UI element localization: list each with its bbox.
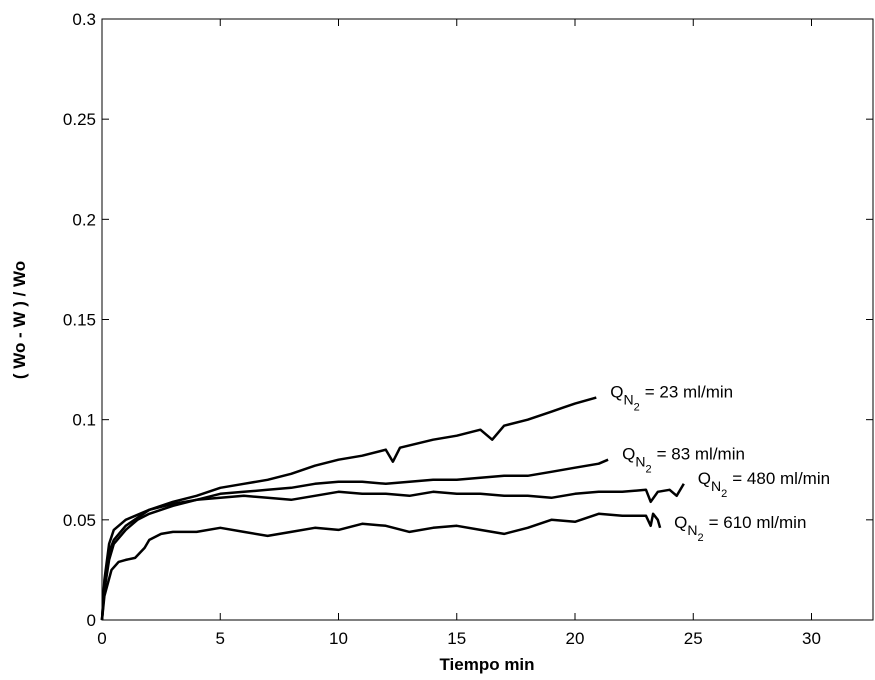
label-sub: N (711, 478, 721, 494)
series-line (100, 396, 597, 621)
label-q: Q (610, 383, 623, 402)
y-tick-label: 0.15 (63, 311, 96, 330)
label-sub: N (624, 392, 634, 408)
label-text: = 23 ml/min (645, 383, 733, 402)
x-tick-label: 20 (566, 629, 585, 648)
x-tick-label: 25 (684, 629, 703, 648)
label-subsub: 2 (645, 464, 651, 476)
label-sub: N (635, 454, 645, 470)
series-label: QN2 = 83 ml/min (622, 445, 745, 476)
x-tick-label: 15 (447, 629, 466, 648)
label-q: Q (674, 513, 687, 532)
x-tick-label: 10 (329, 629, 348, 648)
y-tick-label: 0 (87, 611, 96, 630)
y-tick-label: 0.1 (72, 411, 96, 430)
label-sub: N (687, 522, 697, 538)
x-tick-label: 5 (216, 629, 225, 648)
label-subsub: 2 (698, 532, 704, 544)
x-tick-label: 0 (97, 629, 106, 648)
label-q: Q (622, 445, 635, 464)
series-label: QN2 = 480 ml/min (698, 469, 830, 500)
y-tick-label: 0.2 (72, 210, 96, 229)
series-line (100, 483, 685, 621)
series-label: QN2 = 23 ml/min (610, 383, 733, 414)
label-text: = 480 ml/min (732, 469, 830, 488)
x-axis-label: Tiempo min (439, 655, 534, 674)
y-tick-label: 0.05 (63, 511, 96, 530)
y-tick-label: 0.25 (63, 110, 96, 129)
label-subsub: 2 (634, 402, 640, 414)
label-text: = 610 ml/min (709, 513, 807, 532)
series-label: QN2 = 610 ml/min (674, 513, 806, 544)
label-text: = 83 ml/min (657, 445, 745, 464)
label-subsub: 2 (721, 488, 727, 500)
y-tick-label: 0.3 (72, 10, 96, 29)
x-tick-label: 30 (802, 629, 821, 648)
series-line (100, 512, 662, 621)
label-q: Q (698, 469, 711, 488)
series-line (100, 458, 609, 621)
y-axis-label: ( Wo - W ) / Wo (10, 261, 29, 379)
